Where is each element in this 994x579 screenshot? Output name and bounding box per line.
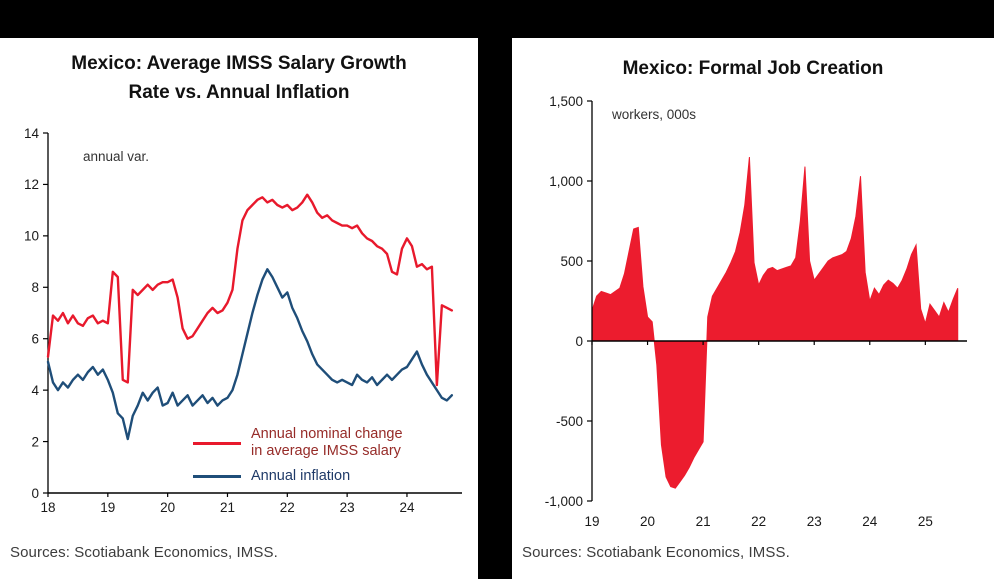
x-tick-label: 23 <box>340 500 355 515</box>
x-tick-label: 22 <box>280 500 295 515</box>
y-tick-label: -1,000 <box>545 494 583 509</box>
salary-line-label: Annual nominal change in average IMSS sa… <box>251 426 403 460</box>
x-tick-label: 19 <box>100 500 115 515</box>
salary-inflation-chart-panel: Mexico: Average IMSS Salary Growth Rate … <box>0 38 478 579</box>
line-series-0 <box>46 193 454 387</box>
y-tick-label: 6 <box>31 332 39 347</box>
legend-item-salary: Annual nominal change in average IMSS sa… <box>193 426 403 460</box>
legend-item-inflation: Annual inflation <box>193 468 403 485</box>
right-chart-annotation: workers, 000s <box>611 107 696 122</box>
left-chart-source: Sources: Scotiabank Economics, IMSS. <box>10 544 278 561</box>
y-tick-label: 8 <box>31 280 39 295</box>
x-tick-label: 18 <box>40 500 55 515</box>
x-tick-label: 21 <box>220 500 235 515</box>
x-tick-label: 22 <box>751 514 766 529</box>
left-chart-annotation: annual var. <box>83 149 149 164</box>
x-tick-label: 20 <box>160 500 175 515</box>
inflation-line-swatch <box>193 475 241 478</box>
job-creation-chart-panel: Mexico: Formal Job Creation workers, 000… <box>512 38 994 579</box>
y-tick-label: -500 <box>556 414 583 429</box>
left-chart-title-line2: Rate vs. Annual Inflation <box>128 82 350 103</box>
y-tick-label: 0 <box>575 334 583 349</box>
inflation-line-label: Annual inflation <box>251 468 351 484</box>
y-tick-label: 0 <box>31 486 39 501</box>
salary-label-line1: Annual nominal change <box>251 426 403 442</box>
right-chart-source: Sources: Scotiabank Economics, IMSS. <box>522 544 790 561</box>
left-chart-title-line1: Mexico: Average IMSS Salary Growth <box>71 53 407 74</box>
y-tick-label: 12 <box>24 177 39 192</box>
x-tick-label: 20 <box>640 514 655 529</box>
line-series-1 <box>46 268 454 441</box>
y-tick-label: 14 <box>24 126 40 141</box>
y-tick-label: 1,000 <box>549 174 583 189</box>
salary-line-swatch <box>193 441 241 445</box>
x-tick-label: 24 <box>399 500 415 515</box>
right-chart-title: Mexico: Formal Job Creation <box>622 58 884 79</box>
y-tick-label: 10 <box>24 229 39 244</box>
x-tick-label: 19 <box>584 514 599 529</box>
y-tick-label: 4 <box>31 383 39 398</box>
left-chart-legend: Annual nominal change in average IMSS sa… <box>193 426 403 485</box>
left-chart-title: Mexico: Average IMSS Salary Growth Rate … <box>0 49 478 107</box>
panel-divider <box>478 0 512 579</box>
x-tick-label: 25 <box>918 514 933 529</box>
x-tick-label: 21 <box>696 514 711 529</box>
x-tick-label: 24 <box>862 514 878 529</box>
area-series-0 <box>591 156 959 489</box>
salary-label-line2: in average IMSS salary <box>251 443 401 459</box>
x-tick-label: 23 <box>807 514 822 529</box>
y-tick-label: 2 <box>31 434 39 449</box>
y-tick-label: 500 <box>560 254 583 269</box>
y-tick-label: 1,500 <box>549 94 583 109</box>
job-creation-chart: workers, 000s -1,000 -500 0 500 1,000 1,500 19… <box>545 94 967 529</box>
